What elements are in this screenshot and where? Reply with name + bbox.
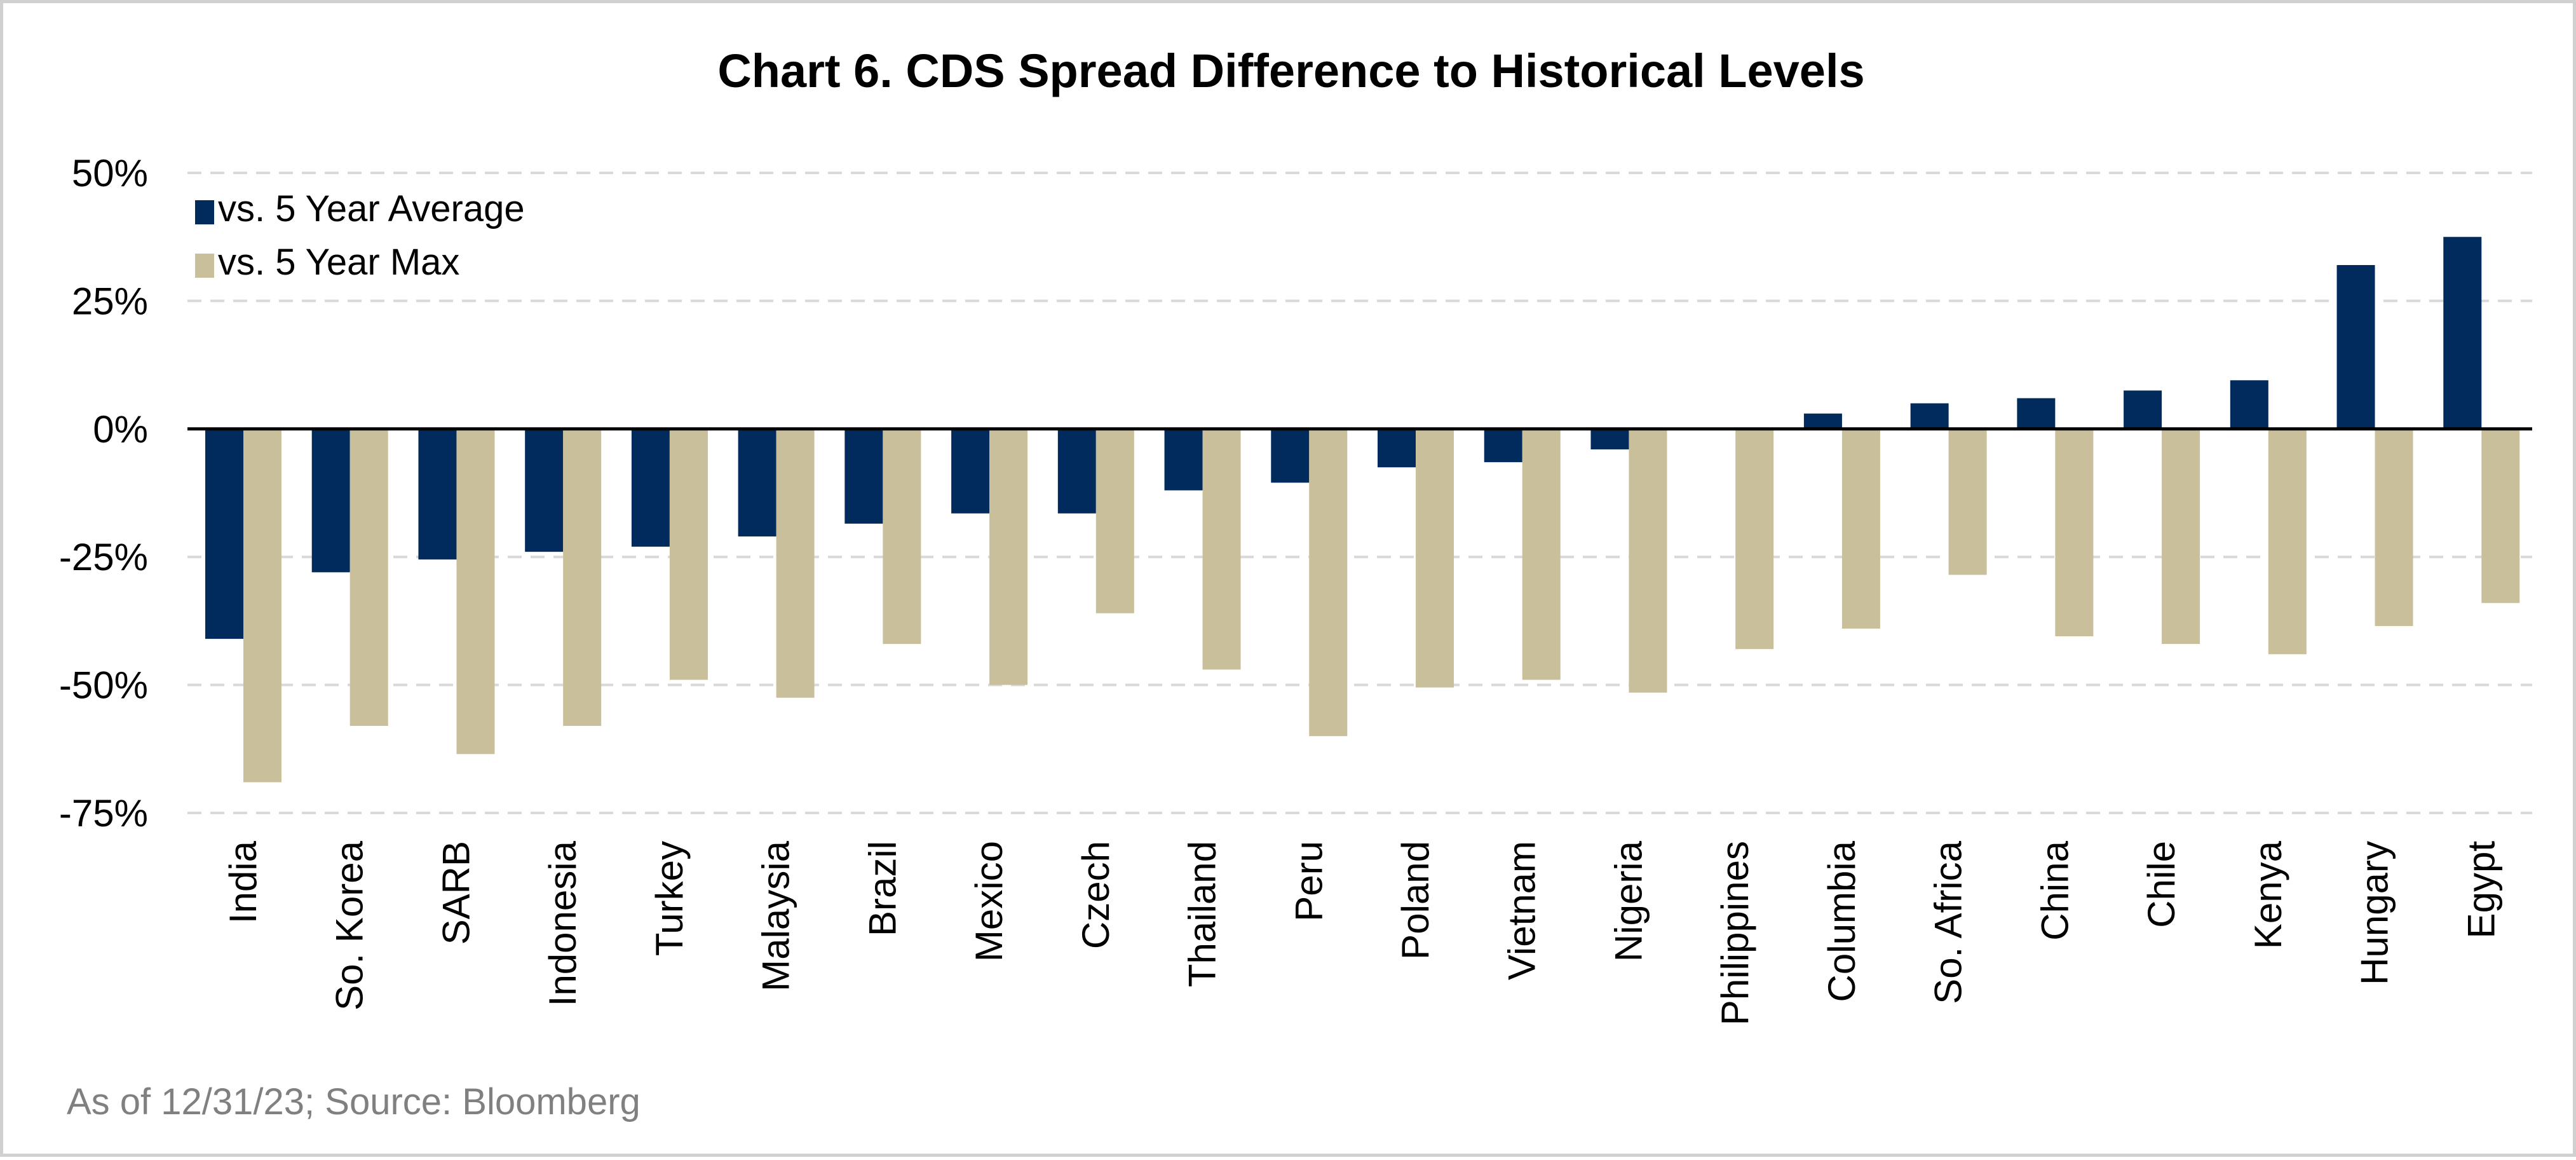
bar-avg-india [205, 428, 243, 639]
category-label: Chile [2140, 841, 2183, 928]
y-tick-label: 0% [93, 408, 148, 451]
bar-avg-mexico [951, 428, 990, 514]
category-label: So. Korea [329, 840, 371, 1010]
legend-label-max: vs. 5 Year Max [218, 242, 459, 283]
y-tick-label: -50% [59, 664, 148, 707]
category-label: India [222, 840, 264, 924]
bar-max-malaysia [776, 428, 815, 698]
category-label: Nigeria [1607, 840, 1650, 962]
bar-avg-poland [1378, 428, 1416, 468]
bars [205, 236, 2520, 782]
chart-title: Chart 6. CDS Spread Difference to Histor… [717, 44, 1864, 97]
bar-avg-columbia [1803, 413, 1842, 429]
legend-swatch-max [195, 254, 214, 278]
bar-avg-egypt [2443, 236, 2482, 429]
bar-max-egypt [2481, 428, 2520, 603]
category-label: Vietnam [1501, 841, 1543, 980]
category-label: Peru [1287, 841, 1330, 922]
category-label: Mexico [968, 841, 1010, 962]
category-label: Hungary [2354, 841, 2396, 985]
category-label: So. Africa [1927, 840, 1970, 1004]
bar-max-nigeria [1629, 428, 1667, 693]
bar-max-mexico [989, 428, 1028, 685]
bar-max-thailand [1202, 428, 1241, 670]
category-label: Poland [1394, 841, 1437, 960]
x-axis: India So. Korea SARB Indonesia Turkey Malaysi… [187, 427, 2532, 1025]
legend-swatch-avg [195, 200, 214, 224]
bar-max-kenya [2268, 428, 2307, 655]
bar-avg-so-africa [1910, 403, 1949, 429]
bar-avg-thailand [1164, 428, 1203, 491]
bar-max-turkey [669, 428, 708, 680]
bar-avg-chile [2124, 390, 2162, 429]
bar-max-hungary [2375, 428, 2413, 626]
bar-max-india [243, 428, 281, 782]
bar-avg-malaysia [738, 428, 776, 536]
bar-max-brazil [883, 428, 921, 645]
bar-avg-czech [1057, 428, 1096, 514]
category-label: Columbia [1820, 840, 1863, 1002]
bar-avg-nigeria [1590, 428, 1629, 450]
bar-avg-china [2017, 398, 2056, 429]
category-label: Indonesia [541, 840, 584, 1006]
y-tick-label: -75% [59, 792, 148, 835]
bar-max-sarb [456, 428, 495, 754]
bar-avg-turkey [631, 428, 670, 547]
legend: vs. 5 Year Average vs. 5 Year Max [195, 188, 525, 283]
category-label: Brazil [861, 841, 904, 936]
category-label: Czech [1074, 841, 1117, 949]
bar-max-china [2055, 428, 2094, 637]
category-label: China [2033, 840, 2076, 940]
bar-max-indonesia [563, 428, 602, 727]
category-label: SARB [435, 841, 477, 945]
bar-avg-vietnam [1484, 428, 1522, 463]
y-tick-label: 25% [72, 280, 148, 322]
category-label: Kenya [2247, 840, 2289, 949]
category-label: Egypt [2460, 841, 2502, 939]
bar-avg-peru [1271, 428, 1310, 483]
category-label: Philippines [1714, 841, 1756, 1025]
bar-max-vietnam [1522, 428, 1561, 680]
y-tick-label: -25% [59, 536, 148, 578]
category-label: Turkey [648, 841, 691, 956]
bar-max-peru [1309, 428, 1348, 737]
category-label: Thailand [1181, 841, 1224, 987]
bar-avg-hungary [2336, 265, 2375, 429]
bar-max-philippines [1735, 428, 1774, 650]
bar-max-chile [2162, 428, 2200, 645]
bar-avg-so-korea [311, 428, 350, 573]
bar-max-so-korea [349, 428, 388, 727]
legend-label-avg: vs. 5 Year Average [218, 188, 525, 229]
y-axis: 50% 25% 0% -25% -50% -75% [59, 152, 148, 835]
category-label: Malaysia [755, 840, 797, 991]
bar-avg-brazil [844, 428, 883, 524]
y-tick-label: 50% [72, 152, 148, 194]
bar-avg-kenya [2230, 380, 2268, 429]
bar-max-czech [1095, 428, 1134, 613]
bar-chart: Chart 6. CDS Spread Difference to Histor… [59, 44, 2532, 1122]
bar-avg-indonesia [525, 428, 564, 552]
bar-max-poland [1416, 428, 1454, 688]
bar-max-columbia [1841, 428, 1880, 629]
bar-avg-sarb [418, 428, 457, 560]
source-note: As of 12/31/23; Source: Bloomberg [67, 1081, 641, 1122]
bar-max-so-africa [1948, 428, 1987, 575]
